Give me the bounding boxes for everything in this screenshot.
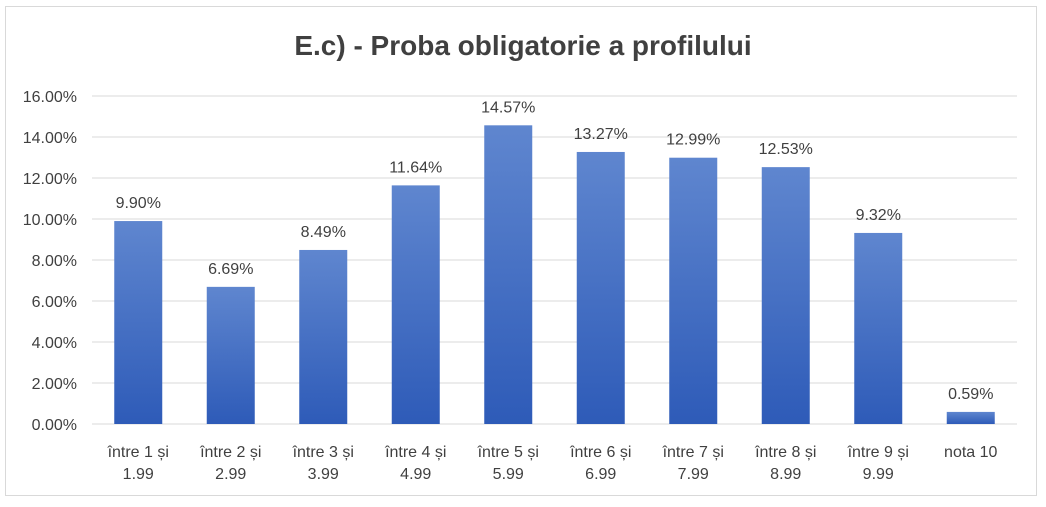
x-tick-label: între 7 și 7.99 bbox=[662, 444, 724, 483]
x-tick-label: între 9 și 9.99 bbox=[847, 444, 909, 483]
data-label: 6.69% bbox=[208, 261, 253, 278]
y-tick-label: 14.00% bbox=[23, 130, 77, 147]
x-tick-label: între 1 și 1.99 bbox=[107, 444, 169, 483]
bar bbox=[391, 185, 440, 424]
data-label: 12.53% bbox=[759, 141, 813, 158]
data-label: 0.59% bbox=[948, 386, 993, 403]
bar bbox=[576, 151, 625, 424]
bar bbox=[761, 167, 810, 424]
bars bbox=[114, 125, 995, 424]
bar bbox=[206, 286, 255, 424]
y-tick-label: 2.00% bbox=[32, 376, 77, 393]
y-tick-label: 12.00% bbox=[23, 171, 77, 188]
data-label: 9.32% bbox=[856, 207, 901, 224]
bar bbox=[114, 221, 163, 424]
x-tick-label: între 2 și 2.99 bbox=[199, 444, 261, 483]
x-tick-label: între 3 și 3.99 bbox=[292, 444, 354, 483]
data-label: 11.64% bbox=[389, 159, 442, 176]
x-tick-label: nota 10 bbox=[944, 444, 997, 461]
data-label: 13.27% bbox=[574, 126, 628, 143]
bar bbox=[854, 232, 903, 424]
data-label: 14.57% bbox=[481, 99, 535, 116]
y-tick-label: 4.00% bbox=[32, 335, 77, 352]
data-label: 9.90% bbox=[116, 195, 161, 212]
y-tick-label: 0.00% bbox=[32, 417, 77, 434]
x-tick-label: între 6 și 6.99 bbox=[569, 444, 631, 483]
bar bbox=[484, 125, 533, 424]
bar bbox=[946, 411, 995, 424]
x-tick-label: între 4 și 4.99 bbox=[384, 444, 446, 483]
chart-title: E.c) - Proba obligatorie a profilului bbox=[294, 30, 752, 61]
bar bbox=[299, 249, 348, 424]
data-labels: 9.90% 6.69% 8.49% 11.64% 14.57% 13.27% 12.99% 1… bbox=[116, 99, 994, 403]
bar bbox=[669, 157, 718, 424]
data-label: 8.49% bbox=[301, 224, 346, 241]
x-axis-labels: între 1 și 1.99 între 2 și 2.99 între 3 și 3.… bbox=[107, 444, 998, 483]
x-tick-label: între 8 și 8.99 bbox=[754, 444, 816, 483]
y-tick-label: 10.00% bbox=[23, 212, 77, 229]
data-label: 12.99% bbox=[666, 132, 720, 149]
x-tick-label: între 5 și 5.99 bbox=[477, 444, 539, 483]
y-tick-label: 6.00% bbox=[32, 294, 77, 311]
y-axis-ticks: 0.00% 2.00% 4.00% 6.00% 8.00% 10.00% 12.00% 14.… bbox=[23, 89, 77, 434]
y-tick-label: 16.00% bbox=[23, 89, 77, 106]
y-tick-label: 8.00% bbox=[32, 253, 77, 270]
